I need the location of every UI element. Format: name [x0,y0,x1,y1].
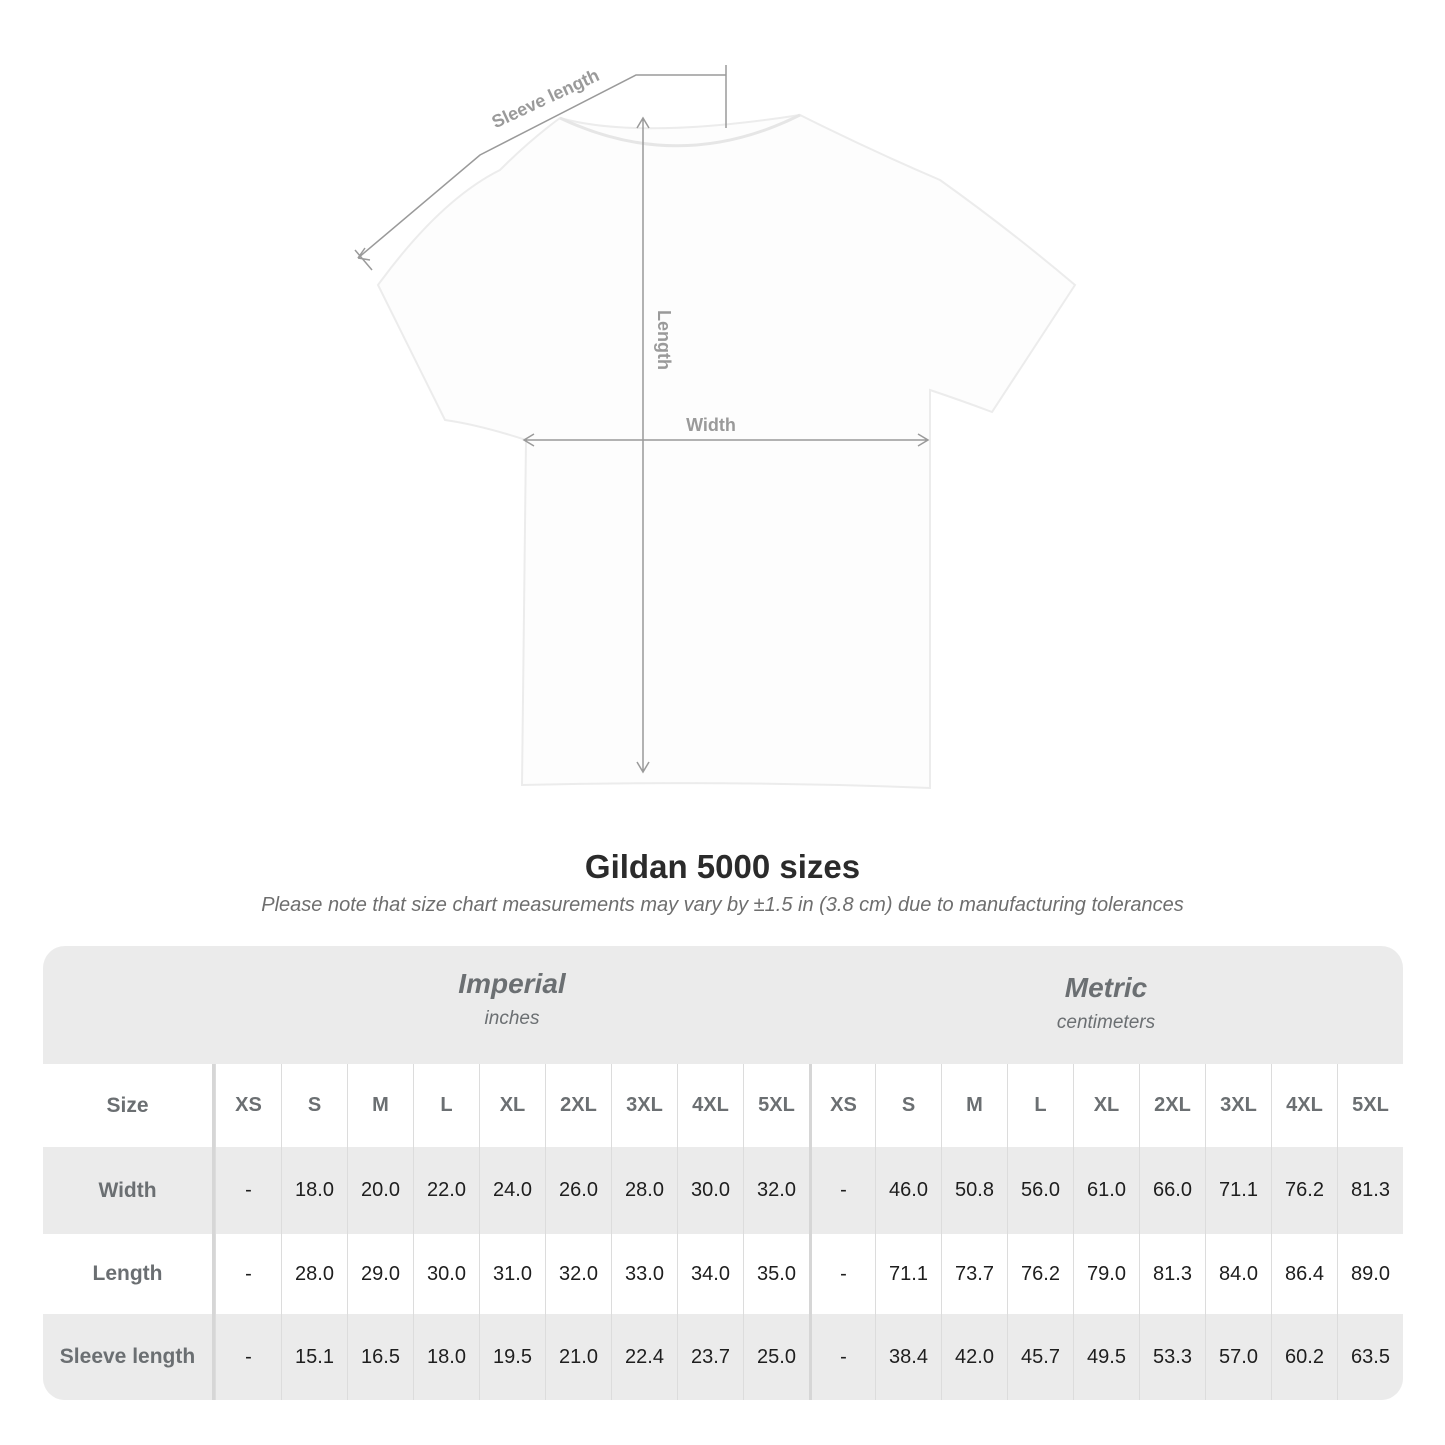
imperial-unit: inches [484,1008,540,1029]
metric-size-header: L [1007,1064,1073,1147]
metric-value-cell: - [809,1147,875,1234]
metric-value-cell: 46.0 [875,1147,941,1234]
imperial-size-header: XL [479,1064,545,1147]
metric-value-cell: 53.3 [1139,1314,1205,1400]
size-grid: Size XS S M L XL 2XL 3XL 4XL 5XL XS S M L XL 2XL 3XL 4XL 5… [43,1064,1403,1400]
imperial-size-header: XS [215,1064,281,1147]
metric-size-header: M [941,1064,1007,1147]
metric-value-cell: 60.2 [1271,1314,1337,1400]
imperial-value-cell: 34.0 [677,1234,743,1314]
metric-value-cell: 89.0 [1337,1234,1403,1314]
row-label: Length [43,1234,215,1314]
metric-value-cell: 84.0 [1205,1234,1271,1314]
imperial-size-header: S [281,1064,347,1147]
metric-value-cell: 61.0 [1073,1147,1139,1234]
page-title: Gildan 5000 sizes [584,848,861,885]
metric-size-header: XL [1073,1064,1139,1147]
imperial-value-cell: 28.0 [281,1234,347,1314]
metric-value-cell: 73.7 [941,1234,1007,1314]
row-label: Sleeve length [43,1314,215,1400]
metric-title: Metric [1064,972,1148,1003]
imperial-value-cell: 15.1 [281,1314,347,1400]
metric-value-cell: 45.7 [1007,1314,1073,1400]
imperial-value-cell: 35.0 [743,1234,809,1314]
length-line [636,116,650,774]
metric-value-cell: 42.0 [941,1314,1007,1400]
metric-value-cell: - [809,1234,875,1314]
imperial-value-cell: - [215,1147,281,1234]
metric-value-cell: 63.5 [1337,1314,1403,1400]
imperial-value-cell: 31.0 [479,1234,545,1314]
metric-size-header: S [875,1064,941,1147]
imperial-size-header: 4XL [677,1064,743,1147]
row-label: Width [43,1147,215,1234]
length-label: Length [654,310,674,370]
metric-size-header: 5XL [1337,1064,1403,1147]
imperial-value-cell: 30.0 [677,1147,743,1234]
imperial-value-cell: 28.0 [611,1147,677,1234]
metric-value-cell: 71.1 [875,1234,941,1314]
metric-value-cell: 56.0 [1007,1147,1073,1234]
tolerance-note: Please note that size chart measurements… [261,894,1184,916]
imperial-value-cell: 30.0 [413,1234,479,1314]
imperial-header: Imperial inches [215,946,809,1064]
metric-value-cell: 50.8 [941,1147,1007,1234]
metric-value-cell: 76.2 [1271,1147,1337,1234]
imperial-value-cell: 21.0 [545,1314,611,1400]
imperial-value-cell: 32.0 [545,1234,611,1314]
metric-size-header: 4XL [1271,1064,1337,1147]
imperial-value-cell: 18.0 [281,1147,347,1234]
imperial-value-cell: - [215,1314,281,1400]
width-line [522,433,930,447]
imperial-size-header: 5XL [743,1064,809,1147]
metric-value-cell: 79.0 [1073,1234,1139,1314]
imperial-title: Imperial [458,968,566,999]
metric-size-header: XS [809,1064,875,1147]
metric-value-cell: 86.4 [1271,1234,1337,1314]
imperial-value-cell: 24.0 [479,1147,545,1234]
metric-value-cell: 49.5 [1073,1314,1139,1400]
imperial-value-cell: 22.4 [611,1314,677,1400]
metric-value-cell: 81.3 [1337,1147,1403,1234]
tshirt-illustration [376,113,1077,790]
imperial-size-header: 3XL [611,1064,677,1147]
imperial-value-cell: 25.0 [743,1314,809,1400]
metric-size-header: 3XL [1205,1064,1271,1147]
metric-value-cell: 38.4 [875,1314,941,1400]
metric-value-cell: - [809,1314,875,1400]
size-header-label: Size [43,1064,215,1147]
imperial-size-header: L [413,1064,479,1147]
size-chart-table: Imperial inches Metric centimeters Size X… [43,946,1403,1400]
imperial-size-header: M [347,1064,413,1147]
tshirt-measurement-diagram: Sleeve length Length Width [354,65,1077,790]
imperial-value-cell: 26.0 [545,1147,611,1234]
imperial-value-cell: 32.0 [743,1147,809,1234]
imperial-value-cell: 20.0 [347,1147,413,1234]
width-label: Width [686,415,736,435]
imperial-value-cell: - [215,1234,281,1314]
metric-size-header: 2XL [1139,1064,1205,1147]
imperial-value-cell: 22.0 [413,1147,479,1234]
metric-value-cell: 71.1 [1205,1147,1271,1234]
metric-value-cell: 57.0 [1205,1314,1271,1400]
metric-value-cell: 81.3 [1139,1234,1205,1314]
imperial-value-cell: 16.5 [347,1314,413,1400]
imperial-value-cell: 18.0 [413,1314,479,1400]
imperial-value-cell: 19.5 [479,1314,545,1400]
metric-unit: centimeters [1056,1012,1156,1033]
imperial-value-cell: 23.7 [677,1314,743,1400]
imperial-size-header: 2XL [545,1064,611,1147]
imperial-value-cell: 29.0 [347,1234,413,1314]
sleeve-length-line [357,74,726,259]
metric-value-cell: 66.0 [1139,1147,1205,1234]
metric-header: Metric centimeters [809,946,1403,1064]
metric-value-cell: 76.2 [1007,1234,1073,1314]
imperial-value-cell: 33.0 [611,1234,677,1314]
